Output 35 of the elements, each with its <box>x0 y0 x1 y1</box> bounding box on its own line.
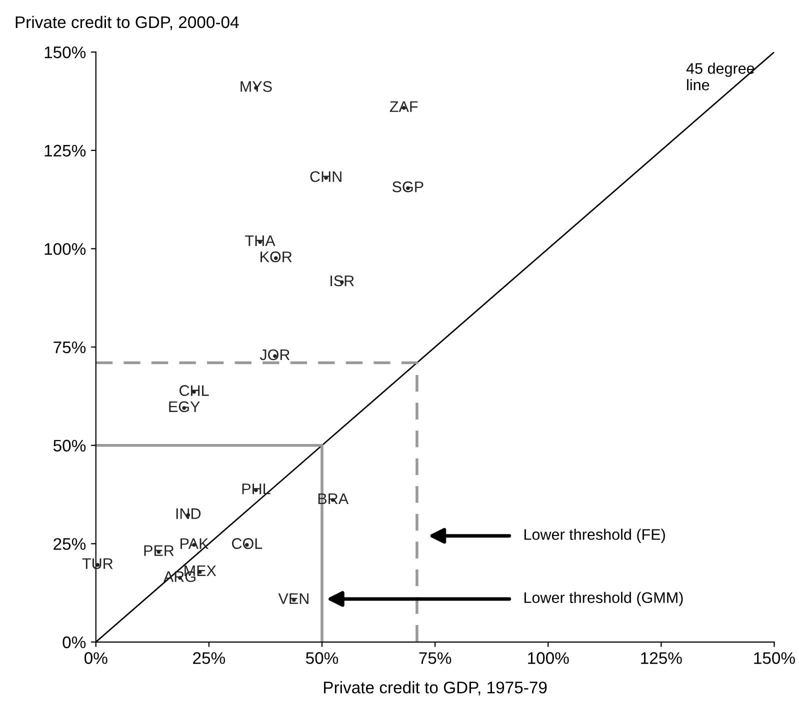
data-label: MYS <box>240 81 272 92</box>
y-tick-label: 0% <box>62 636 86 648</box>
data-label: EGY <box>169 401 200 412</box>
data-label: JOR <box>260 349 290 360</box>
x-tick-label: 150% <box>754 652 795 664</box>
data-label: CHN <box>310 171 342 182</box>
x-axis-title: Private credit to GDP, 1975-79 <box>324 681 547 696</box>
annotation: Lower threshold (FE) <box>524 528 665 543</box>
data-label: ISR <box>330 275 354 286</box>
x-tick-label: 100% <box>528 652 569 664</box>
x-tick-label: 25% <box>193 652 226 664</box>
data-label: ZAF <box>390 101 418 112</box>
y-tick-label: 25% <box>54 538 86 550</box>
data-label: BRA <box>318 493 349 504</box>
x-tick-label: 125% <box>641 652 682 664</box>
x-tick-label: 0% <box>84 652 108 664</box>
data-label: PHL <box>242 484 270 494</box>
y-tick-label: 50% <box>53 440 86 452</box>
y-tick-label: 100% <box>44 243 86 255</box>
data-label: VEN <box>278 593 308 604</box>
data-label: KOR <box>260 251 292 262</box>
data-label: IND <box>176 508 201 519</box>
y-axis-title: Private credit to GDP, 2000-04 <box>16 16 239 30</box>
data-label: PER <box>144 545 174 556</box>
x-tick-label: 75% <box>419 652 452 664</box>
data-label: THA <box>245 235 276 246</box>
data-label: CHL <box>180 385 209 396</box>
y-tick-label: 150% <box>44 46 86 58</box>
annotation: Lower threshold (GMM) <box>524 592 683 606</box>
x-tick-label: 50% <box>306 652 338 664</box>
data-label: COL <box>232 538 262 549</box>
annotation: 45 degree line <box>686 62 754 90</box>
y-tick-label: 75% <box>54 342 86 354</box>
y-tick-label: 125% <box>44 144 86 157</box>
data-label: SGP <box>392 181 424 192</box>
